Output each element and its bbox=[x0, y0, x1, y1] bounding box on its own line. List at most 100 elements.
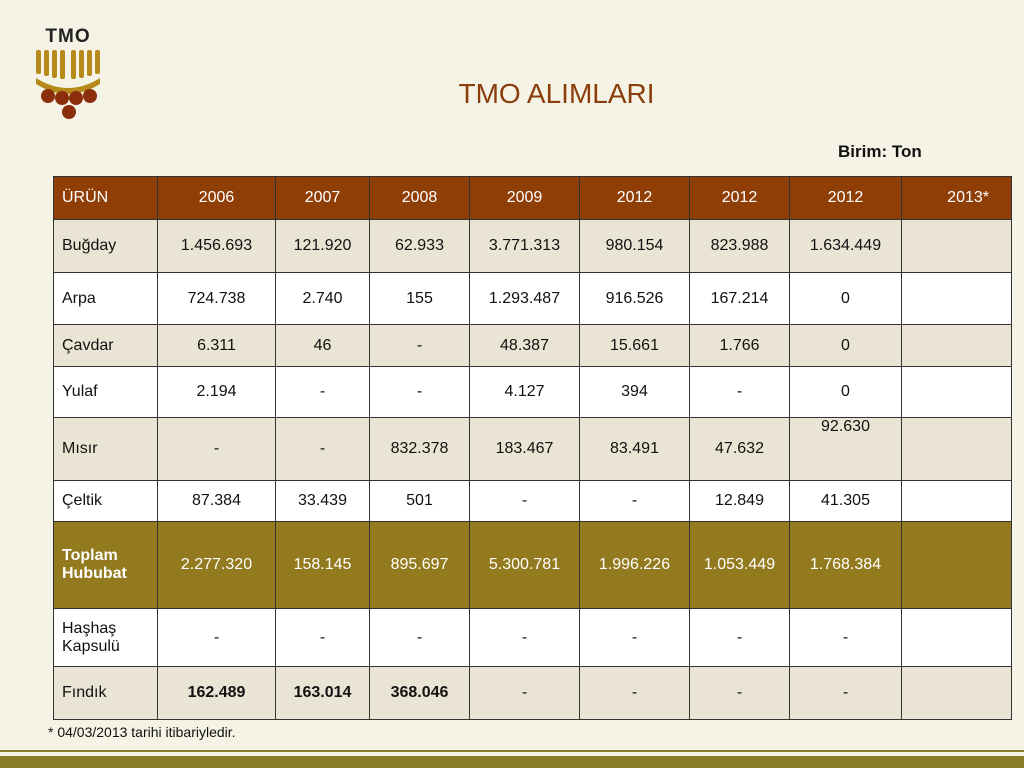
value-cell bbox=[901, 324, 1012, 367]
table-row-total: Toplam Hububat 2.277.320 158.145 895.697… bbox=[53, 521, 1012, 609]
value-cell: 5.300.781 bbox=[469, 521, 580, 609]
value-cell bbox=[901, 417, 1012, 481]
product-cell: Yulaf bbox=[53, 366, 158, 418]
unit-label: Birim: Ton bbox=[838, 142, 922, 161]
value-cell: 1.768.384 bbox=[789, 521, 902, 609]
value-cell: 832.378 bbox=[369, 417, 470, 481]
header-row: ÜRÜN 2006 2007 2008 2009 2012 2012 2012 … bbox=[53, 176, 1012, 220]
value-cell: - bbox=[579, 666, 690, 720]
table-row: Çeltik 87.384 33.439 501 - - 12.849 41.3… bbox=[53, 480, 1012, 522]
value-cell: - bbox=[275, 608, 370, 667]
value-cell: 41.305 bbox=[789, 480, 902, 522]
product-cell: Arpa bbox=[53, 272, 158, 325]
value-cell: 92.630 bbox=[789, 417, 902, 481]
value-cell: 501 bbox=[369, 480, 470, 522]
product-cell: Toplam Hububat bbox=[53, 521, 158, 609]
value-cell: 1.766 bbox=[689, 324, 790, 367]
header-cell: 2012 bbox=[579, 176, 690, 220]
value-cell: 46 bbox=[275, 324, 370, 367]
table-row: Haşhaş Kapsulü - - - - - - - bbox=[53, 608, 1012, 667]
value-cell: - bbox=[469, 666, 580, 720]
value-cell: - bbox=[469, 480, 580, 522]
product-cell: Mısır bbox=[53, 417, 158, 481]
header-cell: 2012 bbox=[789, 176, 902, 220]
product-cell: Fındık bbox=[53, 666, 158, 720]
footnote: * 04/03/2013 tarihi itibariyledir. bbox=[48, 724, 236, 740]
value-cell: 2.740 bbox=[275, 272, 370, 325]
value-cell bbox=[901, 366, 1012, 418]
wheat-grapes-icon bbox=[36, 50, 100, 119]
value-cell: 3.771.313 bbox=[469, 219, 580, 273]
header-cell: 2012 bbox=[689, 176, 790, 220]
header-cell: 2009 bbox=[469, 176, 580, 220]
value-cell: 0 bbox=[789, 272, 902, 325]
value-cell: - bbox=[275, 366, 370, 418]
value-cell: 1.456.693 bbox=[157, 219, 276, 273]
value-cell: - bbox=[689, 608, 790, 667]
value-cell: 83.491 bbox=[579, 417, 690, 481]
value-cell: 33.439 bbox=[275, 480, 370, 522]
table-row: Mısır - - 832.378 183.467 83.491 47.632 … bbox=[53, 417, 1012, 481]
value-cell: - bbox=[789, 666, 902, 720]
header-cell: 2013* bbox=[901, 176, 1012, 220]
value-cell: 2.194 bbox=[157, 366, 276, 418]
value-cell: - bbox=[157, 608, 276, 667]
value-cell: 87.384 bbox=[157, 480, 276, 522]
value-cell: 6.311 bbox=[157, 324, 276, 367]
header-cell: ÜRÜN bbox=[53, 176, 158, 220]
value-cell: 47.632 bbox=[689, 417, 790, 481]
value-cell: 62.933 bbox=[369, 219, 470, 273]
tmo-logo: TMO bbox=[30, 26, 106, 126]
value-cell: 155 bbox=[369, 272, 470, 325]
table-row: Buğday 1.456.693 121.920 62.933 3.771.31… bbox=[53, 219, 1012, 273]
value-cell: - bbox=[157, 417, 276, 481]
value-cell: - bbox=[689, 666, 790, 720]
page-title: TMO ALIMLARI bbox=[458, 78, 655, 109]
logo-text: TMO bbox=[45, 26, 91, 47]
value-cell bbox=[901, 608, 1012, 667]
table-row: Arpa 724.738 2.740 155 1.293.487 916.526… bbox=[53, 272, 1012, 325]
value-cell bbox=[901, 272, 1012, 325]
header-cell: 2007 bbox=[275, 176, 370, 220]
value-cell: 121.920 bbox=[275, 219, 370, 273]
value-cell: - bbox=[369, 366, 470, 418]
value-cell: 15.661 bbox=[579, 324, 690, 367]
value-cell: - bbox=[369, 608, 470, 667]
value-cell: 2.277.320 bbox=[157, 521, 276, 609]
value-cell: 368.046 bbox=[369, 666, 470, 720]
value-cell: 162.489 bbox=[157, 666, 276, 720]
value-cell: - bbox=[275, 417, 370, 481]
table-row: Çavdar 6.311 46 - 48.387 15.661 1.766 0 bbox=[53, 324, 1012, 367]
value-cell: 1.293.487 bbox=[469, 272, 580, 325]
value-cell: 1.053.449 bbox=[689, 521, 790, 609]
product-cell: Haşhaş Kapsulü bbox=[53, 608, 158, 667]
value-cell: 163.014 bbox=[275, 666, 370, 720]
value-cell: - bbox=[689, 366, 790, 418]
product-cell: Buğday bbox=[53, 219, 158, 273]
purchases-table: ÜRÜN 2006 2007 2008 2009 2012 2012 2012 … bbox=[53, 176, 1012, 720]
value-cell: - bbox=[579, 480, 690, 522]
value-cell: 724.738 bbox=[157, 272, 276, 325]
product-cell: Çavdar bbox=[53, 324, 158, 367]
value-cell: - bbox=[579, 608, 690, 667]
value-cell: 0 bbox=[789, 366, 902, 418]
value-cell: 823.988 bbox=[689, 219, 790, 273]
value-cell bbox=[901, 219, 1012, 273]
value-cell: 183.467 bbox=[469, 417, 580, 481]
header-cell: 2008 bbox=[369, 176, 470, 220]
value-cell: 1.996.226 bbox=[579, 521, 690, 609]
value-cell bbox=[901, 666, 1012, 720]
value-cell: 48.387 bbox=[469, 324, 580, 367]
value-cell: - bbox=[469, 608, 580, 667]
value-cell: - bbox=[789, 608, 902, 667]
product-cell: Çeltik bbox=[53, 480, 158, 522]
value-cell: 158.145 bbox=[275, 521, 370, 609]
value-cell: 12.849 bbox=[689, 480, 790, 522]
value-cell bbox=[901, 480, 1012, 522]
value-cell: 0 bbox=[789, 324, 902, 367]
value-cell bbox=[901, 521, 1012, 609]
table-row: Yulaf 2.194 - - 4.127 394 - 0 bbox=[53, 366, 1012, 418]
footer-line bbox=[0, 750, 1024, 752]
table-row: Fındık 162.489 163.014 368.046 - - - - bbox=[53, 666, 1012, 720]
footer-bar bbox=[0, 756, 1024, 768]
